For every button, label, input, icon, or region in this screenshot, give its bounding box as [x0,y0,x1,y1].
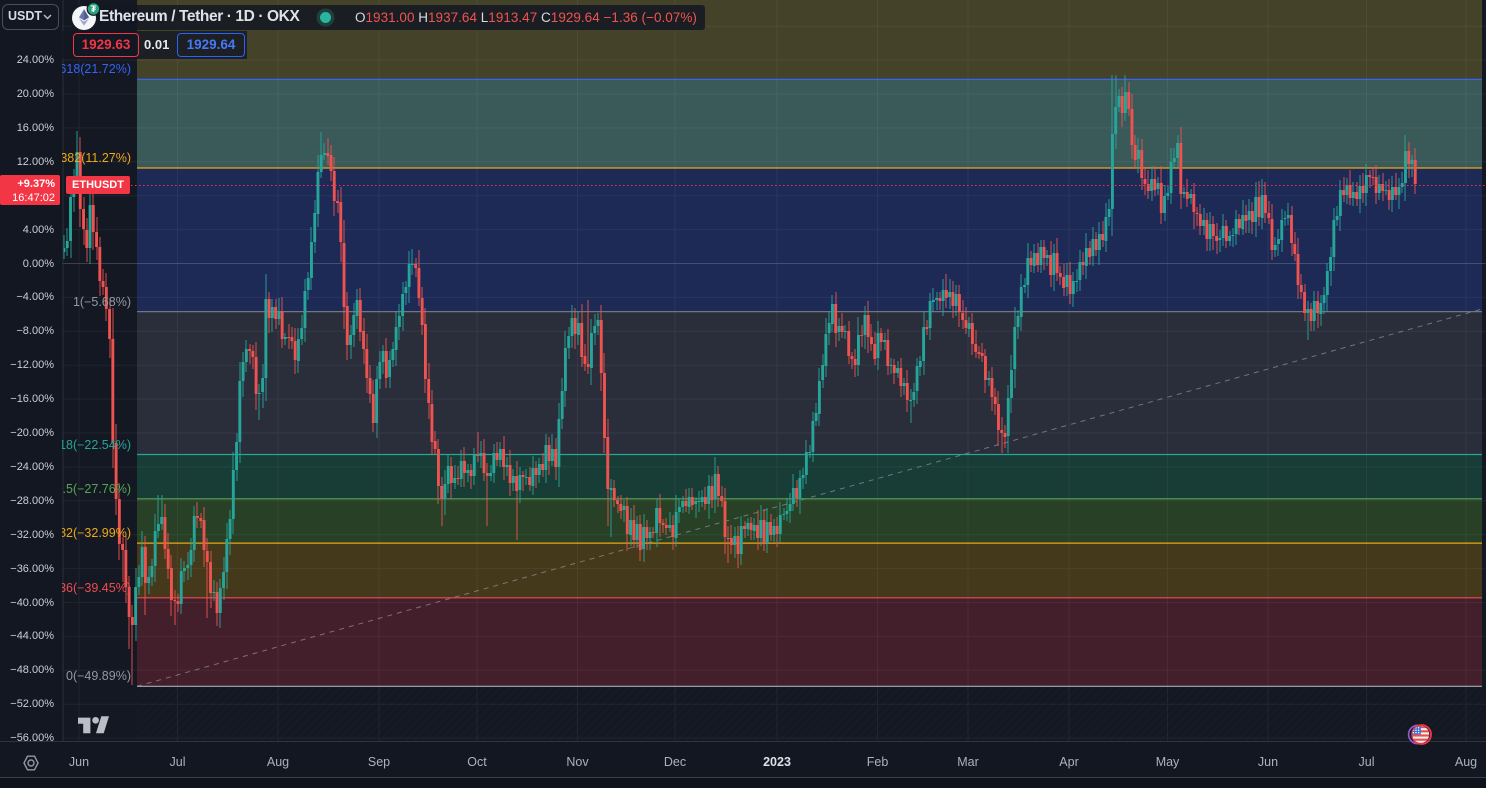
svg-text:₮: ₮ [91,4,97,14]
